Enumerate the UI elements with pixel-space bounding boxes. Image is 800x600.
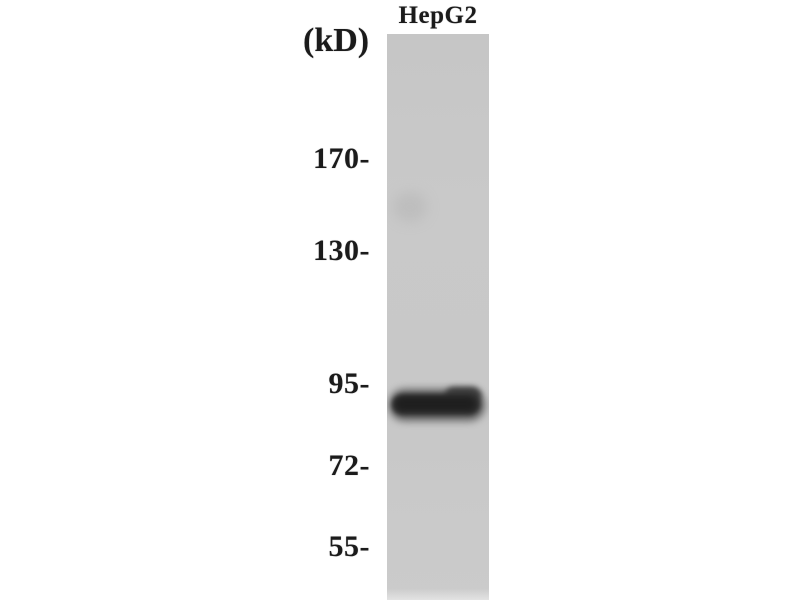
protein-band-dark-streak <box>397 398 474 410</box>
lane-title: HepG2 <box>398 2 478 29</box>
marker-label-72: 72- <box>328 449 370 482</box>
kd-unit-label: (kD) <box>303 22 370 59</box>
lane-bottom-fade <box>387 588 489 600</box>
marker-label-55: 55- <box>328 530 370 563</box>
marker-label-95: 95- <box>328 367 370 400</box>
gel-lane <box>387 34 489 600</box>
lane-smudge-artifact <box>393 192 427 222</box>
marker-label-170: 170- <box>313 142 370 175</box>
marker-label-130: 130- <box>313 234 370 267</box>
